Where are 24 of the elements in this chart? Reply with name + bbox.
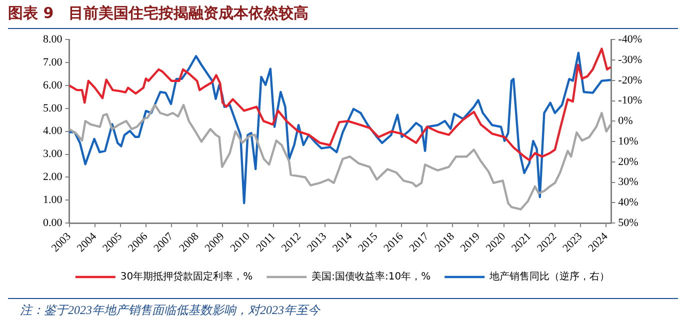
- y2-tick-label: -20%: [618, 74, 642, 86]
- y-tick-label: 5.00: [43, 102, 63, 114]
- y2-tick-label: -30%: [618, 54, 642, 66]
- y2-tick-label: -40%: [618, 33, 642, 46]
- legend-label: 美国:国债收益率:10年，%: [312, 270, 431, 283]
- y-tick-label: 7.00: [43, 56, 63, 68]
- legend-label: 30年期抵押贷款固定利率，%: [120, 270, 253, 283]
- y-tick-label: 8.00: [43, 33, 63, 46]
- y2-tick-label: 40%: [618, 196, 638, 209]
- y2-tick-label: 20%: [618, 156, 638, 168]
- y-tick-label: 6.00: [43, 79, 63, 92]
- y-tick-label: 0.00: [43, 217, 63, 229]
- y-tick-label: 4.00: [43, 125, 63, 138]
- y2-tick-label: -10%: [618, 94, 642, 107]
- y-tick-label: 3.00: [43, 148, 63, 160]
- text: 注：鉴于2023年地产销售面临低基数影响，对2023年至今: [20, 302, 320, 319]
- y2-tick-label: 30%: [618, 176, 638, 188]
- y2-tick-label: 0%: [618, 115, 633, 128]
- y2-tick-label: 10%: [618, 135, 638, 148]
- y-tick-label: 1.00: [43, 194, 63, 206]
- legend-label: 地产销售同比（逆序，右）: [488, 270, 610, 283]
- y-tick-label: 2.00: [43, 171, 63, 184]
- chart-title: 图表 9 目前美国住宅按揭融资成本依然较高: [8, 4, 309, 23]
- y2-tick-label: 50%: [618, 217, 638, 229]
